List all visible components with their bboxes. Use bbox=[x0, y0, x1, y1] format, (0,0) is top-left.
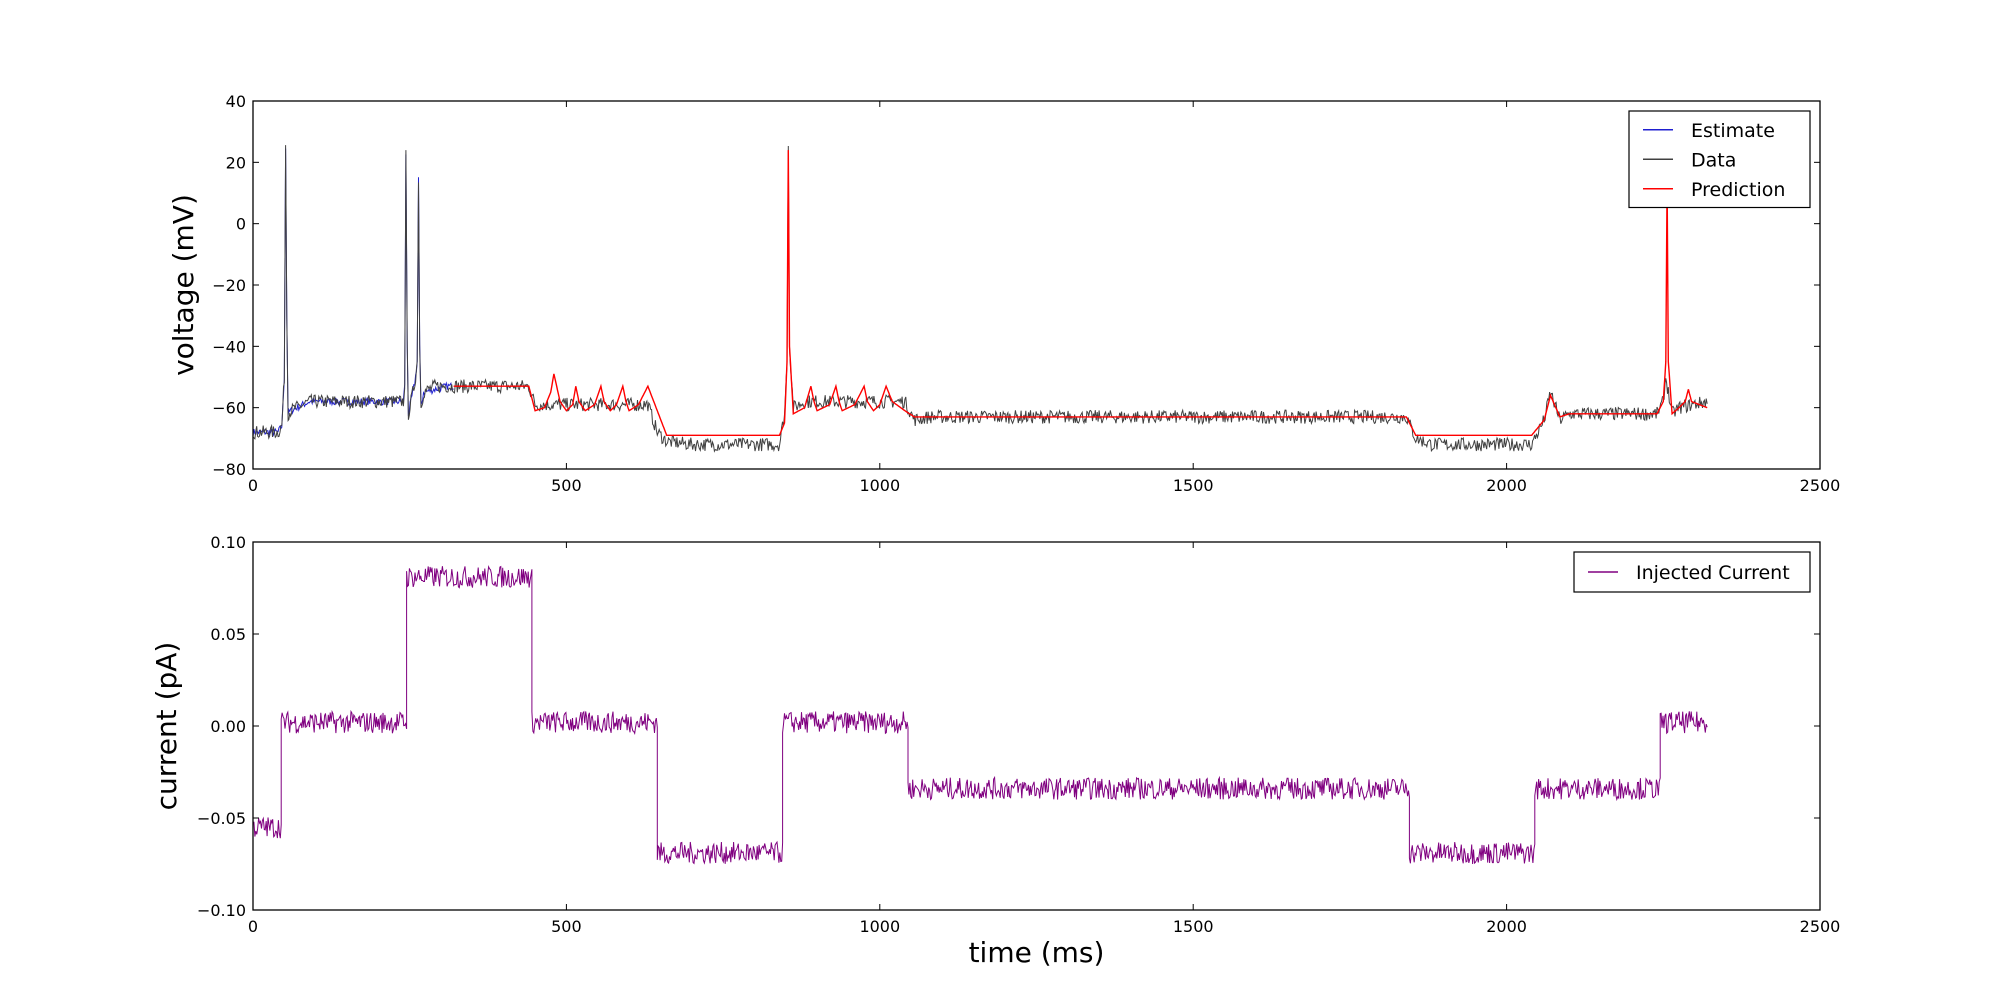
y-tick-label: −20 bbox=[212, 276, 246, 295]
x-tick-label: 0 bbox=[248, 476, 258, 495]
y-tick-label: 0.00 bbox=[210, 717, 246, 736]
legend: Injected Current bbox=[1573, 551, 1811, 593]
x-axis-label: time (ms) bbox=[969, 936, 1105, 969]
y-tick-label: −0.05 bbox=[197, 809, 246, 828]
series-line-prediction bbox=[453, 150, 1708, 436]
y-tick-label: 0.05 bbox=[210, 625, 246, 644]
x-tick-label: 500 bbox=[551, 917, 582, 936]
plot-area bbox=[253, 565, 1708, 865]
y-axis-label: current (pA) bbox=[150, 642, 183, 811]
x-tick-label: 2000 bbox=[1486, 917, 1527, 936]
voltage-panel: 0 500 1000 1500 2000 2500 −80 −60 −40 −20 0 20 40 vol… bbox=[167, 92, 1840, 495]
x-tick-label: 0 bbox=[248, 917, 258, 936]
x-tick-label: 2500 bbox=[1800, 476, 1841, 495]
legend-label: Injected Current bbox=[1636, 562, 1790, 584]
y-axis-label: voltage (mV) bbox=[167, 194, 200, 376]
legend-label: Prediction bbox=[1691, 179, 1785, 201]
series-line-injected-current bbox=[253, 565, 1708, 865]
x-tick-label: 2000 bbox=[1486, 476, 1527, 495]
y-tick-label: −0.10 bbox=[197, 901, 246, 920]
legend: Estimate Data Prediction bbox=[1628, 110, 1811, 209]
x-tick-label: 500 bbox=[551, 476, 582, 495]
plot-area bbox=[253, 145, 1708, 453]
y-tick-label: −40 bbox=[212, 337, 246, 356]
legend-label: Estimate bbox=[1691, 120, 1775, 142]
y-tick-label: −80 bbox=[212, 460, 246, 479]
y-tick-label: 0.10 bbox=[210, 533, 246, 552]
x-tick-label: 1000 bbox=[859, 917, 900, 936]
y-tick-label: 40 bbox=[226, 92, 246, 111]
y-tick-label: 0 bbox=[236, 215, 246, 234]
y-tick-label: 20 bbox=[226, 153, 246, 172]
x-tick-label: 1000 bbox=[859, 476, 900, 495]
series-line-data bbox=[253, 145, 1708, 453]
x-tick-label: 1500 bbox=[1173, 917, 1214, 936]
y-tick-label: −60 bbox=[212, 399, 246, 418]
axes-frame bbox=[252, 541, 1821, 911]
current-panel: 0 500 1000 1500 2000 2500 −0.10 −0.05 0.00 0.05 0.… bbox=[150, 533, 1840, 969]
x-tick-label: 2500 bbox=[1800, 917, 1841, 936]
x-tick-label: 1500 bbox=[1173, 476, 1214, 495]
legend-label: Data bbox=[1691, 149, 1736, 171]
